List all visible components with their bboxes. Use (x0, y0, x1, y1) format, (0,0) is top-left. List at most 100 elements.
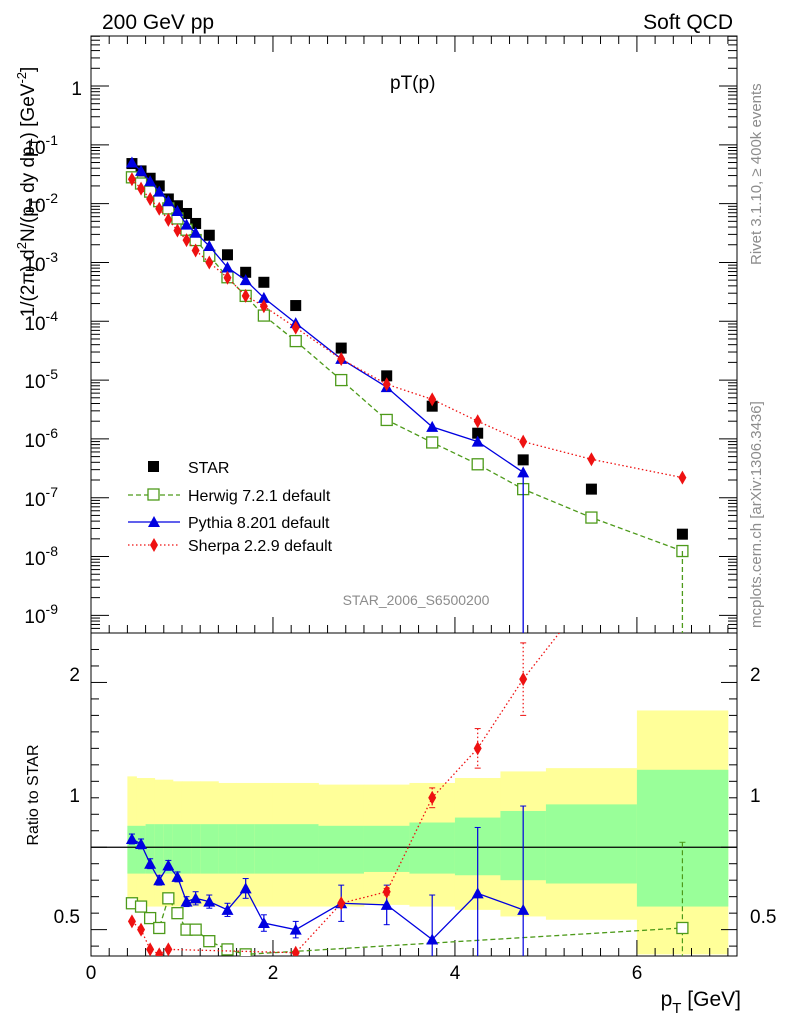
mcplots-label: mcplots.cern.ch [arXiv:1306.3436] (748, 401, 765, 628)
ratio-point-sherpa (428, 790, 437, 805)
ratio-point-sherpa (587, 585, 595, 599)
green-band-bin (163, 824, 174, 874)
legend-marker-sherpa (150, 538, 158, 552)
data-point-star (258, 276, 270, 288)
ratio-point-herwig (189, 923, 202, 936)
main-axis-ticks (90, 35, 737, 633)
data-point-sherpa (137, 181, 146, 196)
legend-label-star: STAR (188, 460, 229, 477)
data-point-sherpa (182, 233, 191, 248)
ytick-label-1e-3: 10-3 (24, 249, 58, 276)
ratio-point-sherpa (146, 942, 155, 956)
green-band-bin (136, 825, 146, 874)
ratio-y-axis-title: Ratio to STAR (25, 744, 42, 845)
xtick-label-6: 6 (632, 963, 643, 984)
ratio-point-pythia (471, 887, 484, 899)
data-point-sherpa (205, 255, 214, 270)
ratio-point-herwig (153, 921, 166, 935)
data-point-pythia (257, 291, 270, 303)
data-point-sherpa (291, 320, 300, 335)
ratio-point-herwig (171, 907, 184, 920)
main-plot-data (125, 156, 689, 633)
ratio-point-pythia (171, 870, 184, 882)
data-point-pythia (180, 218, 193, 230)
data-point-sherpa (259, 299, 268, 314)
data-point-star (290, 300, 302, 312)
ratio-ytick-1-right: 1 (750, 786, 761, 807)
data-point-pythia (171, 204, 184, 216)
ratio-point-herwig (143, 911, 157, 925)
ytick-label-1e-4: 10-4 (24, 308, 58, 335)
data-point-pythia (153, 185, 166, 197)
ratio-point-herwig (676, 921, 689, 935)
data-point-star (517, 454, 529, 466)
data-point-sherpa (428, 392, 437, 407)
ratio-ytick-0.5-right: 0.5 (750, 907, 776, 928)
energy-label: 200 GeV pp (102, 11, 214, 34)
data-point-pythia (221, 261, 234, 273)
ratio-point-pythia (203, 895, 216, 907)
analysis-id: STAR_2006_S6500200 (343, 592, 490, 608)
ratio-point-pythia (144, 857, 157, 869)
green-band-bin (254, 824, 274, 874)
ratio-point-pythia (239, 882, 252, 894)
ratio-point-pythia (517, 903, 530, 915)
ratio-plot-data (125, 585, 689, 956)
ratio-point-sherpa (519, 672, 528, 687)
ytick-label-1: 1 (71, 79, 82, 100)
plot-title: pT(p) (390, 73, 435, 94)
ytick-label-1e-6: 10-6 (24, 425, 58, 452)
ratio-point-sherpa (164, 942, 173, 956)
ratio-point-herwig (239, 948, 252, 956)
series-sherpa (127, 172, 687, 485)
data-point-sherpa (127, 172, 136, 187)
green-band-bin (154, 824, 165, 874)
data-point-sherpa (173, 223, 182, 238)
data-point-pythia (135, 164, 148, 176)
data-point-sherpa (155, 201, 164, 216)
ytick-label-1e-2: 10-2 (24, 190, 58, 217)
green-band-bin (200, 824, 219, 874)
legend-label-pythia: Pythia 8.201 default (188, 515, 330, 532)
ratio-point-sherpa (127, 914, 136, 929)
data-point-star (676, 528, 688, 540)
ratio-ytick-2-left: 2 (69, 665, 80, 686)
ratio-axis-ticks (90, 648, 737, 956)
xtick-label-2: 2 (268, 963, 279, 984)
series-herwig (125, 171, 689, 633)
ratio-point-pythia (380, 898, 393, 910)
ratio-point-pythia (180, 895, 193, 907)
legend: STAR Herwig 7.2.1 default Pythia 8.201 d… (128, 460, 333, 555)
ratio-point-sherpa (291, 945, 300, 956)
ratio-point-sherpa (155, 947, 164, 956)
data-point-sherpa (241, 288, 250, 303)
data-point-star (221, 249, 233, 261)
rivet-label: Rivet 3.1.10, ≥ 400k events (748, 83, 765, 265)
green-band-bin (545, 804, 638, 884)
data-point-star (335, 342, 347, 354)
ratio-point-pythia (289, 923, 302, 935)
green-band-bin (236, 824, 256, 874)
ratio-point-pythia (135, 837, 148, 849)
data-point-pythia (426, 420, 439, 432)
ratio-point-pythia (426, 933, 439, 945)
ratio-point-pythia (257, 917, 270, 929)
data-point-pythia (125, 156, 138, 168)
ratio-uncertainty-bands (91, 710, 737, 955)
ytick-label-1e-5: 10-5 (24, 366, 58, 393)
data-point-star (181, 207, 193, 219)
data-point-herwig (585, 511, 598, 524)
data-point-star (203, 229, 215, 241)
data-point-pythia (203, 240, 216, 252)
data-point-pythia (162, 195, 175, 207)
data-point-sherpa (678, 470, 687, 485)
data-point-sherpa (519, 434, 528, 449)
data-point-sherpa (164, 212, 173, 227)
data-point-star (381, 370, 393, 382)
xtick-label-4: 4 (450, 963, 461, 984)
ratio-point-sherpa (473, 741, 482, 756)
green-band-bin (318, 825, 365, 874)
data-point-pythia (471, 435, 484, 447)
ratio-point-herwig (221, 943, 234, 956)
